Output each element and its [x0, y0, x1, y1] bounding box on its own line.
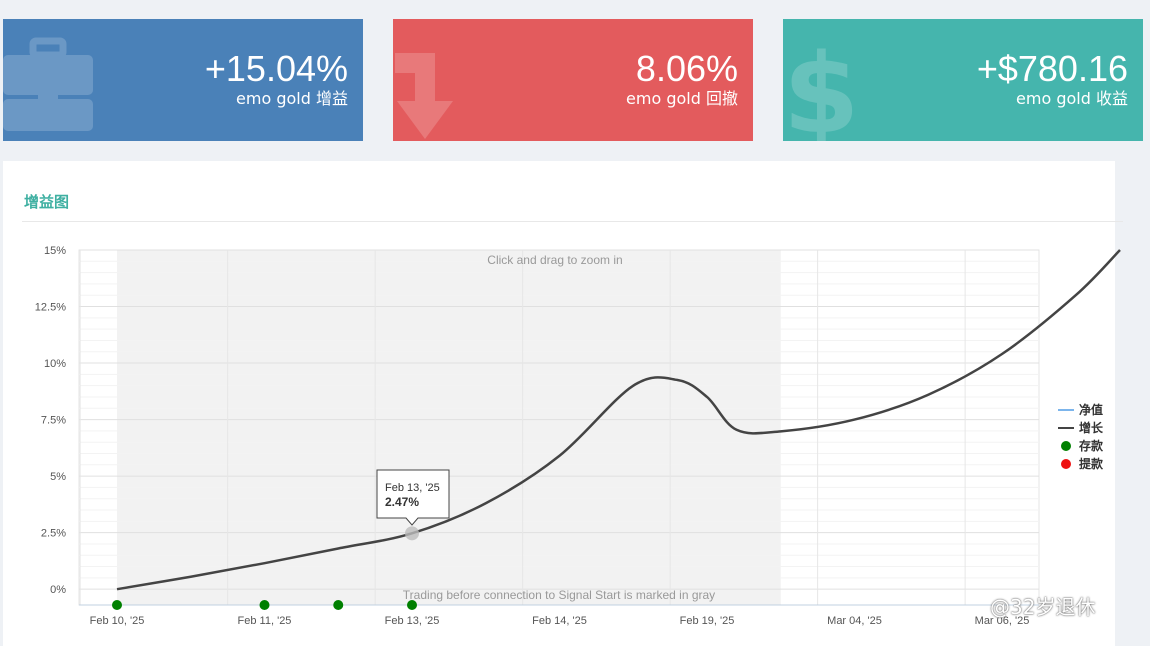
legend-symbol-dot [1061, 441, 1071, 451]
x-tick-label: Feb 19, '25 [680, 615, 735, 627]
legend-item-label: 存款 [1078, 438, 1104, 453]
drawdown-card: 8.06% emo gold 回撤 [393, 19, 753, 141]
gain-card: +15.04% emo gold 增益 [3, 19, 363, 141]
y-tick-label: 15% [44, 245, 66, 257]
gain-label: emo gold 增益 [236, 89, 348, 108]
x-tick-label: Feb 10, '25 [90, 615, 145, 627]
tooltip-value: 2.47% [385, 495, 419, 509]
profit-label: emo gold 收益 [1016, 89, 1128, 108]
x-tick-label: Mar 04, '25 [827, 615, 882, 627]
legend-symbol-dot [1061, 459, 1071, 469]
y-tick-label: 0% [50, 584, 66, 596]
deposit-marker [333, 600, 344, 610]
profit-value: +$780.16 [976, 48, 1128, 89]
drawdown-value: 8.06% [635, 48, 738, 89]
x-tick-label: Feb 13, '25 [385, 615, 440, 627]
legend-item-label: 增长 [1079, 420, 1104, 435]
svg-text:$: $ [783, 34, 853, 141]
deposit-marker [112, 600, 122, 610]
x-tick-label: Feb 11, '25 [238, 615, 292, 627]
watermark: @32岁退休 [990, 595, 1096, 619]
arrow-down-turn-icon [395, 53, 453, 139]
y-tick-label: 10% [44, 358, 66, 370]
y-tick-label: 7.5% [41, 415, 66, 427]
growth-series-line [116, 249, 1121, 591]
legend-item-label: 净值 [1079, 402, 1103, 417]
panel-title: 增益图 [24, 193, 70, 211]
tooltip-box [376, 469, 450, 526]
y-tick-label: 2.5% [41, 528, 66, 540]
deposit-marker [407, 600, 417, 610]
legend-item-label: 提款 [1079, 456, 1104, 471]
zoom-hint: Click and drag to zoom in [487, 253, 622, 267]
tooltip: Feb 13, '252.47% [376, 469, 450, 526]
dollar-icon: $ [783, 34, 853, 141]
gray-note: Trading before connection to Signal Star… [403, 588, 715, 602]
tooltip-hover-point [405, 526, 419, 541]
divider [22, 221, 1123, 222]
drawdown-label: emo gold 回撤 [626, 89, 738, 108]
y-tick-label: 5% [50, 471, 66, 483]
profit-card: $ +$780.16 emo gold 收益 [783, 19, 1143, 141]
deposit-marker [259, 600, 270, 610]
tooltip-date: Feb 13, '25 [385, 482, 440, 494]
x-tick-label: Feb 14, '25 [532, 615, 587, 627]
gain-value: +15.04% [204, 48, 348, 89]
x-tick-label: Mar 06, '25 [975, 615, 1030, 627]
y-tick-label: 12.5% [35, 302, 66, 314]
briefcase-icon [3, 37, 93, 131]
gray-band [117, 250, 781, 605]
